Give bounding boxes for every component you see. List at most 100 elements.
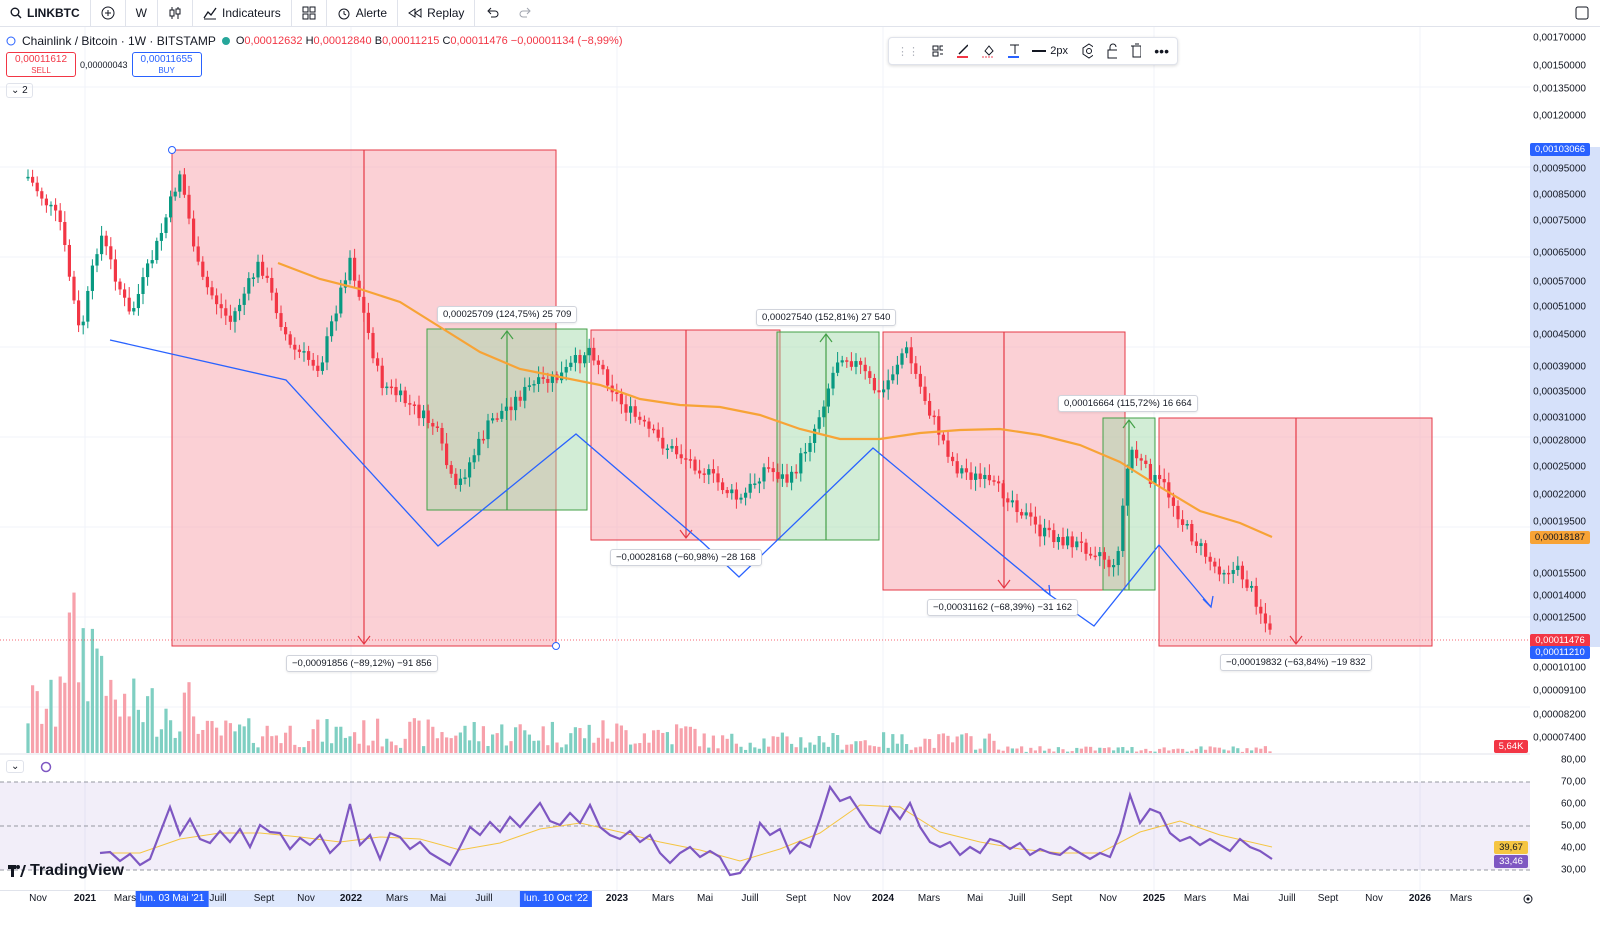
volume-bar: [31, 685, 35, 753]
candle-body: [426, 410, 430, 423]
collapse-pane-icon[interactable]: ⌄: [6, 760, 25, 773]
candle-body: [192, 218, 196, 247]
measure-label-5[interactable]: −0,00031162 (−68,39%) −31 162: [927, 599, 1079, 616]
volume-bar: [679, 728, 683, 753]
more-icon[interactable]: •••: [1154, 43, 1169, 59]
measure-label-6[interactable]: 0,00016664 (115,72%) 16 664: [1058, 395, 1198, 412]
volume-bar: [366, 745, 370, 753]
volume-bar: [219, 735, 223, 753]
volume-bar: [753, 747, 757, 753]
lock-icon[interactable]: [1106, 43, 1118, 59]
interval-button[interactable]: W: [126, 0, 158, 27]
candle-body: [1098, 552, 1102, 557]
trash-icon[interactable]: [1130, 43, 1142, 59]
settings-icon[interactable]: [1081, 43, 1094, 59]
sell-button[interactable]: 0,00011612 SELL: [6, 52, 76, 77]
collapse-chevron-icon[interactable]: [6, 36, 16, 46]
time-axis[interactable]: Nov 2021 Mars Juill Sept Nov 2022 Mars Mai Juill 2…: [0, 890, 1533, 907]
candle-body: [1107, 559, 1111, 568]
spread-value: 0,00000043: [80, 59, 128, 70]
alert-button[interactable]: Alerte: [327, 0, 399, 27]
chart-canvas[interactable]: [0, 27, 1530, 890]
candle-body: [1254, 585, 1258, 607]
candle-body: [1125, 468, 1129, 506]
volume-bar: [380, 746, 384, 753]
time-tick: Mars: [917, 893, 941, 904]
rsi-tick: 30,00: [1560, 864, 1586, 876]
candle-body: [1263, 613, 1267, 624]
volume-bar: [937, 734, 941, 753]
candle-body: [100, 235, 104, 255]
line-width-button[interactable]: 2px: [1032, 45, 1068, 57]
candle-body: [675, 445, 679, 455]
replay-button[interactable]: Replay: [398, 0, 476, 27]
redo-button[interactable]: [509, 0, 543, 27]
chart-type-button[interactable]: [158, 0, 193, 27]
drawing-toolbar: ⋮⋮ 2px •••: [888, 37, 1178, 65]
candle-body: [941, 434, 945, 441]
measure-label-2[interactable]: 0,00025709 (124,75%) 25 709: [437, 306, 578, 323]
fullscreen-button[interactable]: [1574, 5, 1590, 21]
candle-body: [523, 386, 527, 401]
candle-body: [403, 390, 407, 404]
undo-button[interactable]: [475, 0, 509, 27]
volume-bar: [454, 735, 458, 753]
candle-body: [509, 406, 513, 411]
candle-body: [596, 360, 600, 365]
add-symbol-button[interactable]: [91, 0, 126, 27]
zigzag-line[interactable]: [109, 339, 1212, 627]
volume-bar: [762, 738, 766, 753]
chart-pane[interactable]: −0,00091856 (−89,12%) −91 856 0,00025709…: [0, 27, 1530, 890]
measure-label-3[interactable]: −0,00028168 (−60,98%) −28 168: [610, 549, 762, 566]
volume-bar: [813, 744, 817, 753]
candle-body: [854, 361, 858, 367]
symbol-search[interactable]: LINKBTC: [0, 0, 91, 27]
candle-body: [63, 222, 67, 245]
candle-body: [1038, 524, 1042, 537]
pencil-color-icon[interactable]: [956, 43, 969, 59]
volume-bar: [463, 725, 467, 753]
drag-handle-icon[interactable]: ⋮⋮: [897, 45, 919, 58]
rsi-tick: 50,00: [1560, 820, 1586, 832]
candle-body: [127, 297, 131, 312]
volume-bar: [951, 742, 955, 753]
measure-label-7[interactable]: −0,00019832 (−63,84%) −19 832: [1220, 654, 1372, 671]
volume-bar: [523, 730, 527, 753]
template-icon[interactable]: [932, 44, 943, 58]
buy-button[interactable]: 0,00011655 BUY: [131, 52, 202, 77]
volume-bar: [261, 736, 265, 753]
text-color-icon[interactable]: [1007, 43, 1020, 59]
volume-bar: [509, 741, 513, 753]
candle-body: [302, 351, 306, 353]
candle-body: [1194, 541, 1198, 546]
volume-bar: [173, 737, 177, 753]
layouts-button[interactable]: [292, 0, 327, 27]
measure-label-4[interactable]: 0,00027540 (152,81%) 27 540: [756, 309, 897, 326]
volume-bar: [297, 747, 301, 753]
candle-body: [964, 468, 968, 473]
price-axis[interactable]: 0,00170000 0,00150000 0,00135000 0,00120000…: [1494, 27, 1600, 890]
volume-bar: [1112, 750, 1116, 753]
indicator-count-toggle[interactable]: ⌄ 2: [6, 83, 33, 98]
candle-body: [458, 478, 462, 485]
volume-bar: [95, 648, 99, 753]
settings-gear-icon[interactable]: [1522, 893, 1534, 905]
volume-bar: [716, 748, 720, 753]
indicator-settings-icon[interactable]: [40, 761, 52, 773]
candle-body: [849, 361, 853, 367]
candle-body: [477, 438, 481, 456]
candle-body: [86, 290, 90, 322]
indicators-button[interactable]: Indicateurs: [193, 0, 292, 27]
volume-bar: [675, 724, 679, 753]
zones[interactable]: [168, 146, 1433, 650]
symbol-title[interactable]: Chainlink / Bitcoin · 1W · BITSTAMP: [22, 34, 216, 48]
candle-body: [1130, 449, 1134, 469]
candle-body: [730, 489, 734, 494]
measure-label-1[interactable]: −0,00091856 (−89,12%) −91 856: [286, 655, 438, 672]
price-tick: 0,00007400: [1533, 732, 1586, 744]
fill-color-icon[interactable]: [981, 43, 994, 59]
ohlc-values: O0,00012632 H0,00012840 B0,00011215 C0,0…: [235, 35, 623, 47]
candle-body: [1148, 463, 1152, 484]
volume-bar: [1047, 748, 1051, 753]
price-tick: 0,00008200: [1533, 709, 1586, 721]
